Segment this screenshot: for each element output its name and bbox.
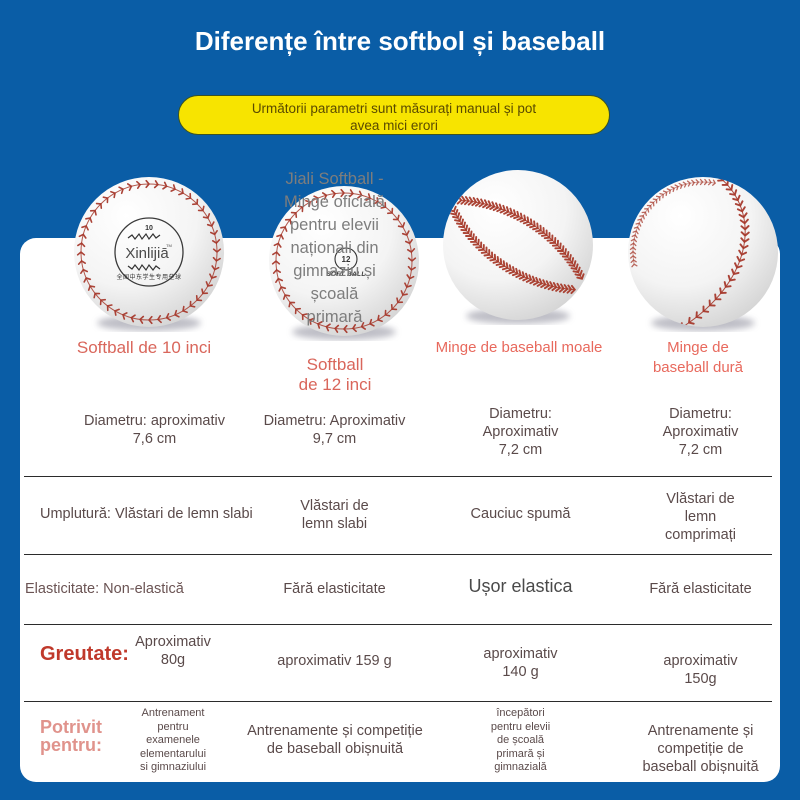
svg-text:全国中东学生专用垒球: 全国中东学生专用垒球	[116, 273, 181, 281]
svg-text:Xinlijiā: Xinlijiā	[125, 245, 169, 262]
svg-text:10: 10	[145, 225, 153, 232]
svg-text:TM: TM	[166, 243, 172, 248]
